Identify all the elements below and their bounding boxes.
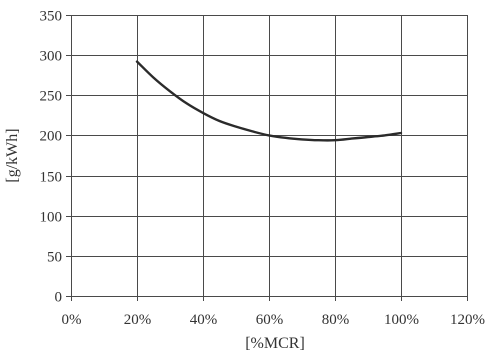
x-tick-label: 20% — [124, 312, 152, 328]
x-tick-label: 120% — [450, 312, 485, 328]
plot-frame — [70, 14, 469, 298]
y-tick-label: 50 — [47, 250, 62, 266]
x-tick-label: 0% — [62, 312, 82, 328]
chart-series — [135, 60, 403, 142]
y-tick-label: 200 — [40, 129, 63, 145]
y-tick-label: 150 — [40, 170, 63, 186]
x-axis-title: [%MCR] — [245, 335, 305, 352]
x-tick-label: 80% — [322, 312, 350, 328]
y-axis-title: [g/kWh] — [4, 128, 21, 182]
series-line-0 — [135, 60, 403, 142]
x-tick-label: 60% — [256, 312, 284, 328]
y-tick-labels: 0 50 100 150 200 250 300 350 — [40, 9, 63, 306]
y-tick-label: 250 — [40, 89, 63, 105]
y-tick-label: 350 — [40, 9, 63, 25]
y-tick-label: 0 — [55, 290, 63, 306]
x-tick-labels: 0% 20% 40% 60% 80% 100% 120% — [62, 312, 486, 328]
x-tick-label: 40% — [190, 312, 218, 328]
x-tick-label: 100% — [384, 312, 419, 328]
chart-grid — [66, 15, 468, 301]
y-tick-label: 100 — [40, 210, 63, 226]
y-tick-label: 300 — [40, 49, 63, 65]
